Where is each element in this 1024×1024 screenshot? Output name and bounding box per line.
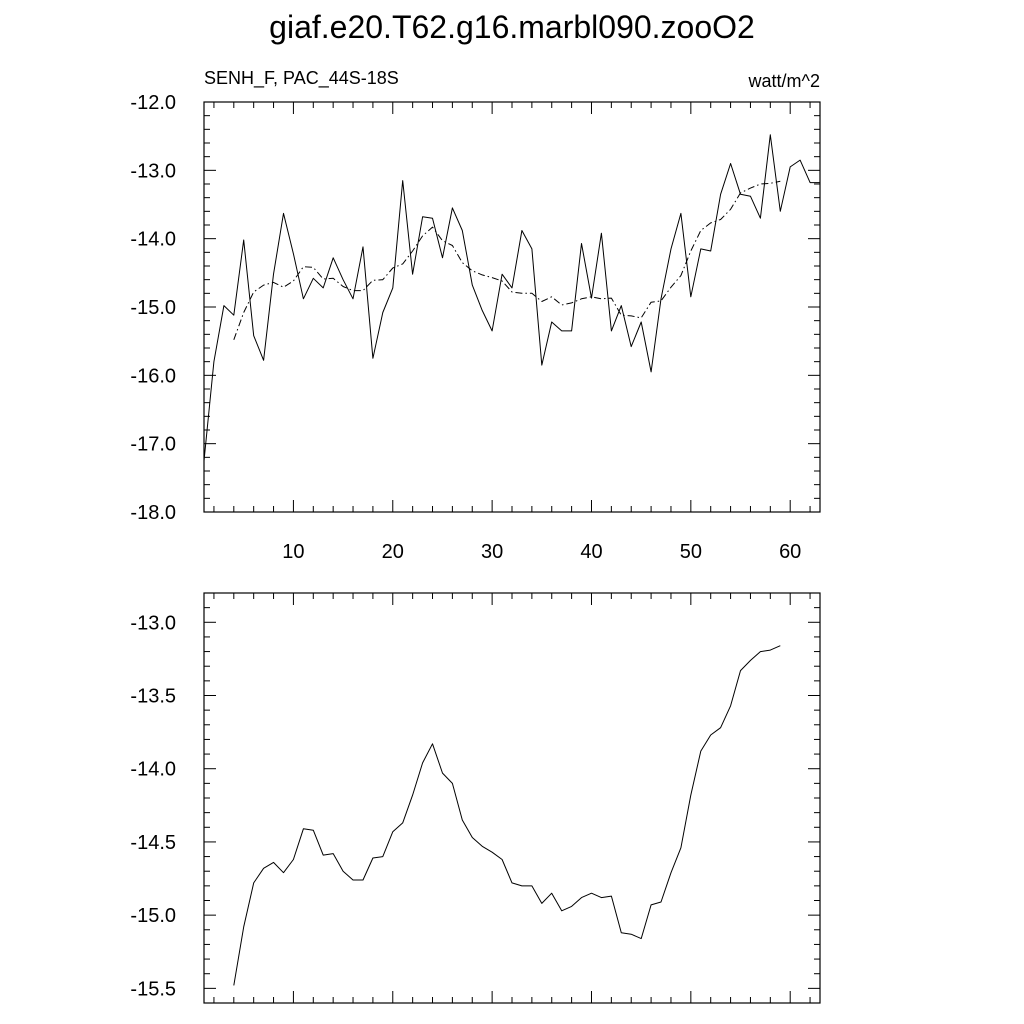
bottom-y-tick-label: -15.0 <box>130 905 176 927</box>
top-y-tick-label: -13.0 <box>130 160 176 182</box>
bottom-y-tick-label: -13.5 <box>130 686 176 708</box>
top-x-tick-label: 20 <box>382 541 404 563</box>
top-panel: SENH_F, PAC_44S-18S watt/m^2 10 20 30 40 50 6… <box>130 68 821 563</box>
bottom-ticks: -15.5 -15.0 -14.5 -14.0 -13.5 -13.0 <box>130 592 820 1004</box>
top-x-tick-label: 40 <box>580 541 602 563</box>
bottom-panel: -15.5 -15.0 -14.5 -14.0 -13.5 -13.0 <box>130 592 821 1004</box>
top-x-tick-label: 60 <box>779 541 801 563</box>
top-y-tick-label: -16.0 <box>130 365 176 387</box>
bottom-series-line-annual <box>233 645 781 986</box>
bottom-y-tick-label: -14.0 <box>130 759 176 781</box>
top-x-tick-label: 50 <box>680 541 702 563</box>
bottom-y-tick-label: -15.5 <box>130 978 176 1000</box>
top-x-tick-label: 10 <box>282 541 304 563</box>
top-ticks: 10 20 30 40 50 60 -18.0 -17.0 -16.0 -15.0 -14.0 -13… <box>130 92 820 563</box>
top-series-line-annual <box>203 134 820 461</box>
top-y-tick-label: -15.0 <box>130 297 176 319</box>
top-panel-left-label: SENH_F, PAC_44S-18S <box>204 68 399 89</box>
figure-title: giaf.e20.T62.g16.marbl090.zooO2 <box>269 9 755 45</box>
top-y-tick-label: -14.0 <box>130 229 176 251</box>
top-y-tick-label: -12.0 <box>130 92 176 114</box>
top-plot-frame <box>203 101 821 513</box>
top-x-tick-label: 30 <box>481 541 503 563</box>
top-y-tick-label: -17.0 <box>130 434 176 456</box>
top-series-line-running-mean <box>233 180 781 340</box>
bottom-y-tick-label: -13.0 <box>130 612 176 634</box>
bottom-plot-frame <box>203 592 821 1004</box>
top-panel-units-label: watt/m^2 <box>748 71 820 91</box>
bottom-y-tick-label: -14.5 <box>130 832 176 854</box>
top-y-tick-label: -18.0 <box>130 502 176 524</box>
